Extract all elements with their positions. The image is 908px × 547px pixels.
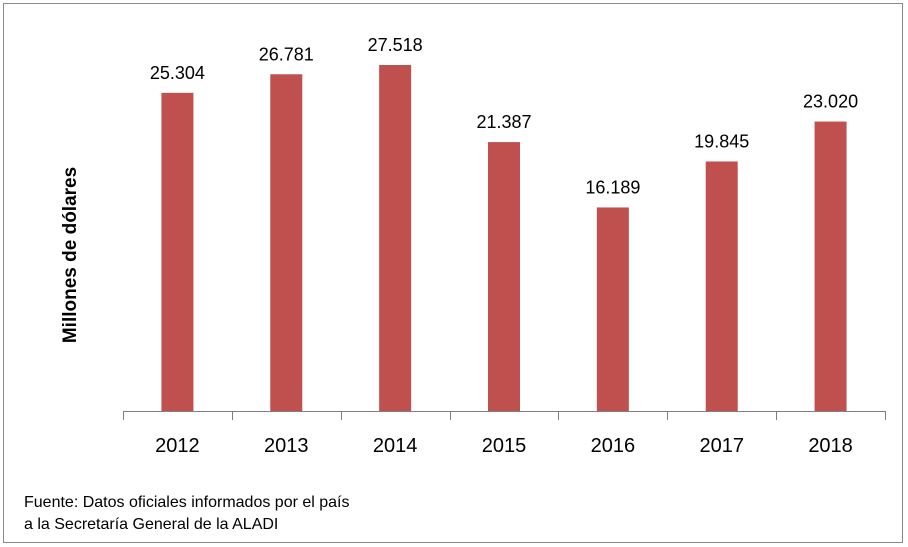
chart-frame xyxy=(3,3,903,543)
data-label-2016: 16.189 xyxy=(585,177,640,197)
x-axis: 2012 2013 2014 2015 2016 2017 2018 xyxy=(123,411,886,457)
data-label-2012: 25.304 xyxy=(150,63,205,83)
bar-2016 xyxy=(596,207,629,411)
bars-group xyxy=(161,65,847,412)
bar-2013 xyxy=(270,74,303,412)
data-labels-group: 25.304 26.781 27.518 21.387 16.189 19.845 23.0… xyxy=(150,35,858,197)
source-line-1: Fuente: Datos oficiales informados por e… xyxy=(24,494,350,511)
bar-2015 xyxy=(488,142,520,411)
x-tick-label-2015: 2015 xyxy=(482,435,527,457)
x-tick-label-2014: 2014 xyxy=(373,435,418,457)
x-tick-label-2013: 2013 xyxy=(264,435,309,457)
bar-2017 xyxy=(705,161,738,411)
y-axis-label: Millones de dólares xyxy=(60,167,81,343)
x-tick-label-2012: 2012 xyxy=(155,435,200,457)
data-label-2015: 21.387 xyxy=(476,112,531,132)
data-label-2014: 27.518 xyxy=(368,35,423,55)
bar-2012 xyxy=(161,92,194,411)
data-label-2017: 19.845 xyxy=(694,131,749,151)
source-line-2: a la Secretaría General de la ALADI xyxy=(24,516,279,533)
x-tick-label-2017: 2017 xyxy=(699,435,744,457)
bar-2018 xyxy=(814,121,847,411)
x-tick-label-2018: 2018 xyxy=(808,435,853,457)
source-note: Fuente: Datos oficiales informados por e… xyxy=(24,492,350,536)
bar-2014 xyxy=(379,65,412,411)
data-label-2018: 23.020 xyxy=(803,92,858,112)
data-label-2013: 26.781 xyxy=(259,44,314,64)
x-tick-label-2016: 2016 xyxy=(591,435,636,457)
